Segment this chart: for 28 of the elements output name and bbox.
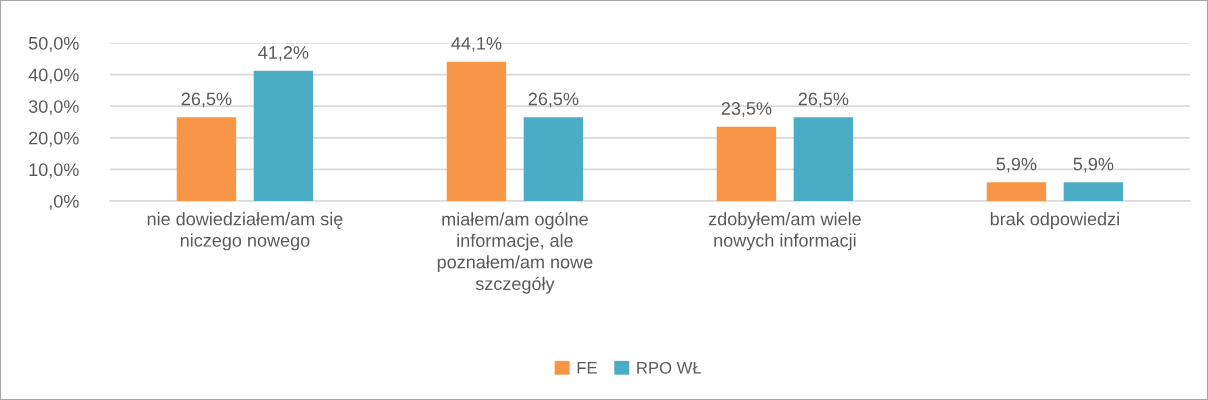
- y-tick-label: 20,0%: [29, 131, 79, 147]
- bar: [986, 182, 1047, 201]
- data-label: 26,5%: [181, 92, 232, 108]
- y-tick-label: 30,0%: [28, 100, 79, 116]
- bar: [176, 117, 237, 201]
- data-label: 5,9%: [1073, 157, 1114, 173]
- y-tick-label: 50,0%: [28, 36, 79, 52]
- data-label: 44,1%: [451, 37, 502, 52]
- x-tick-label: miałem/am ogólne informacje, ale poznałem/am nowe szczegóły: [437, 212, 593, 294]
- x-tick-label: nie dowiedziałem/am się niczego nowego: [147, 212, 343, 251]
- bar: [1063, 182, 1124, 201]
- legend-label: FE: [577, 362, 597, 374]
- y-tick-label: 10,0%: [29, 163, 79, 179]
- y-tick-label: ,0%: [49, 194, 79, 210]
- bar: [446, 61, 507, 201]
- bar: [523, 117, 584, 201]
- data-label: 26,5%: [528, 92, 579, 108]
- y-tick-label: 40,0%: [28, 68, 79, 84]
- bar: [793, 117, 854, 201]
- bar: [716, 126, 777, 201]
- legend-label: RPO WŁ: [637, 361, 702, 374]
- data-label: 41,2%: [258, 46, 309, 62]
- data-label: 23,5%: [721, 102, 772, 117]
- data-label: 26,5%: [798, 92, 849, 108]
- data-label: 5,9%: [996, 157, 1037, 173]
- x-tick-label: brak odpowiedzi: [990, 212, 1119, 229]
- bar: [253, 70, 314, 201]
- x-tick-label: zdobyłem/am wiele nowych informacji: [708, 212, 861, 251]
